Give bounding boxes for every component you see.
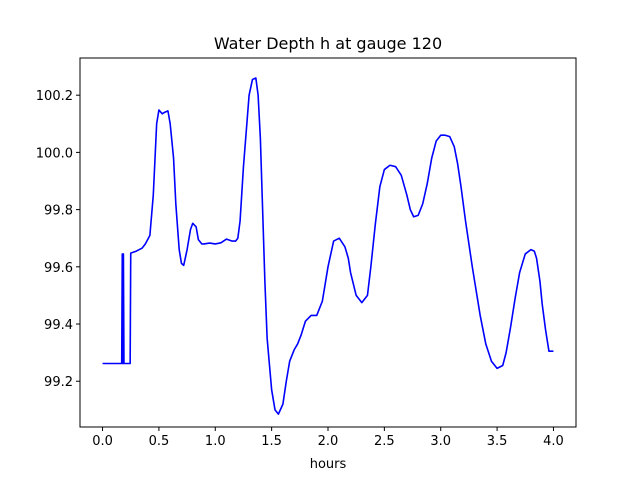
x-tick-label: 1.5 [261, 434, 282, 449]
plot-frame [79, 57, 577, 428]
x-tick-label: 3.5 [487, 434, 508, 449]
y-tick-label: 99.4 [44, 318, 73, 333]
x-tick-label: 2.5 [374, 434, 395, 449]
chart-title: Water Depth h at gauge 120 [214, 34, 442, 53]
series-line-0 [102, 77, 554, 415]
y-axis: 99.2 99.4 99.6 99.8 100.0 100.2 [36, 89, 80, 390]
x-tick-label: 3.0 [430, 434, 451, 449]
y-tick-label: 100.0 [36, 146, 73, 161]
y-tick-label: 99.2 [44, 375, 73, 390]
x-tick-label: 4.0 [543, 434, 564, 449]
y-tick-label: 100.2 [36, 89, 73, 104]
series-layer [102, 77, 554, 415]
x-tick-label: 0.0 [92, 434, 113, 449]
x-axis-label: hours [310, 457, 347, 472]
y-tick-label: 99.8 [44, 204, 73, 219]
x-tick-label: 2.0 [318, 434, 339, 449]
plot-area [79, 57, 577, 428]
x-tick-label: 0.5 [149, 434, 170, 449]
x-tick-label: 1.0 [205, 434, 226, 449]
x-axis: 0.0 0.5 1.0 1.5 2.0 2.5 3.0 3.5 4.0 [92, 427, 564, 449]
y-tick-label: 99.6 [44, 261, 73, 276]
